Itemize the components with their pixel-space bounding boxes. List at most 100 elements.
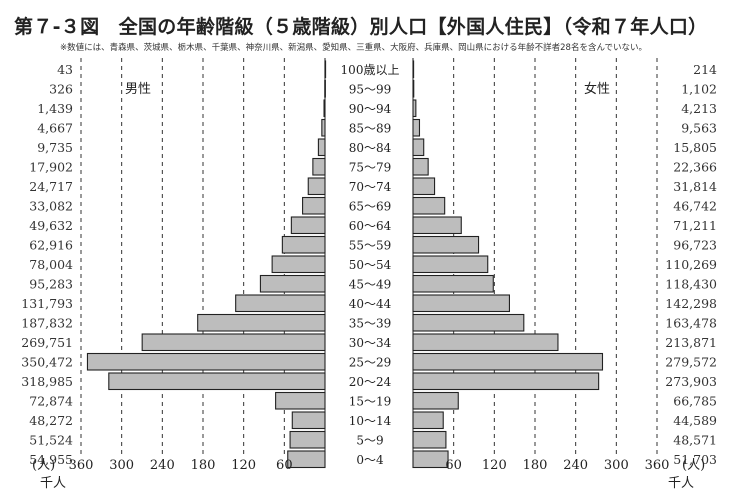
value-label-female: 66,785 bbox=[673, 393, 717, 408]
bar-female bbox=[412, 177, 436, 196]
value-label-male: 4,667 bbox=[37, 120, 73, 135]
value-label-female: 22,366 bbox=[673, 159, 717, 174]
bar-male bbox=[321, 118, 326, 137]
value-label-male: 62,916 bbox=[29, 237, 73, 252]
series-label-female: 女性 bbox=[584, 81, 610, 97]
x-unit-label-left: 千人 bbox=[40, 476, 66, 491]
age-group-label: 80～84 bbox=[349, 141, 392, 155]
bar-male bbox=[108, 372, 326, 391]
value-label-female: 31,814 bbox=[673, 179, 717, 194]
bar-male bbox=[312, 157, 326, 176]
age-group-label: 15～19 bbox=[349, 394, 392, 408]
value-label-female: 46,742 bbox=[673, 198, 717, 213]
x-tick-label-right: 360 bbox=[645, 458, 670, 473]
x-tick-label-right: 180 bbox=[523, 458, 548, 473]
value-label-female: 273,903 bbox=[665, 374, 717, 389]
age-group-label: 95～99 bbox=[349, 82, 392, 96]
bar-male bbox=[289, 430, 326, 449]
x-tick-label-left: 300 bbox=[109, 458, 134, 473]
bar-female bbox=[412, 411, 444, 430]
value-label-female: 142,298 bbox=[665, 296, 717, 311]
value-label-female: 118,430 bbox=[665, 276, 717, 291]
bar-female bbox=[412, 333, 559, 352]
chart-note: ※数値には、青森県、茨城県、栃木県、千葉県、神奈川県、新潟県、愛知県、三重県、大… bbox=[60, 43, 648, 53]
value-label-male: 54,955 bbox=[29, 452, 73, 467]
value-label-male: 95,283 bbox=[29, 276, 73, 291]
value-label-male: 78,004 bbox=[29, 257, 73, 272]
value-label-female: 279,572 bbox=[665, 354, 717, 369]
bar-female bbox=[412, 157, 429, 176]
value-label-male: 187,832 bbox=[21, 315, 73, 330]
bar-male bbox=[141, 333, 326, 352]
value-label-male: 17,902 bbox=[29, 159, 73, 174]
bar-female bbox=[412, 138, 425, 157]
value-label-male: 9,735 bbox=[37, 140, 73, 155]
bar-male bbox=[281, 235, 326, 254]
bar-female bbox=[412, 216, 462, 235]
value-label-female: 96,723 bbox=[673, 237, 717, 252]
bar-male bbox=[323, 99, 326, 118]
age-group-label: 50～54 bbox=[349, 258, 392, 272]
bar-male bbox=[307, 177, 326, 196]
bar-female bbox=[412, 99, 417, 118]
x-tick-label-left: 360 bbox=[69, 458, 94, 473]
bar-female bbox=[412, 313, 525, 332]
value-label-female: 44,589 bbox=[673, 413, 717, 428]
bar-male bbox=[197, 313, 326, 332]
value-label-female: 71,211 bbox=[673, 218, 717, 233]
bar-female bbox=[412, 372, 600, 391]
x-tick-label-left: 240 bbox=[150, 458, 175, 473]
age-group-label: 30～34 bbox=[349, 336, 392, 350]
age-group-label: 70～74 bbox=[349, 180, 392, 194]
bar-male bbox=[317, 138, 326, 157]
value-label-male: 49,632 bbox=[29, 218, 73, 233]
age-group-label: 25～29 bbox=[349, 355, 392, 369]
age-group-label: 55～59 bbox=[349, 238, 392, 252]
value-label-male: 269,751 bbox=[21, 335, 73, 350]
value-label-female: 48,571 bbox=[673, 432, 717, 447]
bar-male bbox=[287, 450, 326, 469]
age-group-label: 20～24 bbox=[349, 375, 392, 389]
bar-male bbox=[271, 255, 326, 274]
value-label-female: 110,269 bbox=[665, 257, 717, 272]
value-label-male: 131,793 bbox=[21, 296, 73, 311]
value-label-male: 72,874 bbox=[29, 393, 73, 408]
age-group-label: 85～89 bbox=[349, 121, 392, 135]
bar-female bbox=[412, 196, 446, 215]
age-group-label: 10～14 bbox=[349, 414, 392, 428]
age-group-label: 60～64 bbox=[349, 219, 392, 233]
value-label-male: 24,717 bbox=[29, 179, 73, 194]
bar-male bbox=[291, 411, 326, 430]
value-label-male: 48,272 bbox=[29, 413, 73, 428]
age-group-label: 90～94 bbox=[349, 102, 392, 116]
bar-female bbox=[412, 60, 415, 79]
value-label-male: 33,082 bbox=[29, 198, 73, 213]
bar-male bbox=[259, 274, 326, 293]
labels-layer: 360 360 300 300 240 240 180 180 120 120 60 60 100歳以上… bbox=[21, 62, 717, 473]
bar-female bbox=[412, 352, 604, 371]
bar-male bbox=[302, 196, 326, 215]
bar-male bbox=[324, 79, 326, 98]
bar-male bbox=[324, 60, 327, 79]
bar-female bbox=[412, 274, 494, 293]
bar-male bbox=[290, 216, 326, 235]
value-label-male: 43 bbox=[57, 62, 73, 77]
series-label-male: 男性 bbox=[125, 82, 151, 97]
x-tick-label-right: 120 bbox=[482, 458, 507, 473]
value-label-male: 326 bbox=[49, 81, 73, 96]
bar-female bbox=[412, 235, 480, 254]
value-label-male: 318,985 bbox=[21, 374, 73, 389]
x-tick-label-right: 240 bbox=[563, 458, 588, 473]
x-tick-label-left: 60 bbox=[276, 458, 293, 473]
age-group-label: 65～69 bbox=[349, 199, 392, 213]
value-label-female: 163,478 bbox=[665, 315, 717, 330]
age-group-label: 45～49 bbox=[349, 277, 392, 291]
value-label-female: 213,871 bbox=[665, 335, 717, 350]
x-unit-label-right: 千人 bbox=[668, 476, 694, 491]
bars-layer bbox=[86, 60, 604, 469]
age-group-label: 100歳以上 bbox=[341, 63, 400, 77]
value-label-male: 1,439 bbox=[37, 101, 73, 116]
x-tick-label-left: 120 bbox=[231, 458, 256, 473]
x-tick-label-right: 300 bbox=[604, 458, 629, 473]
